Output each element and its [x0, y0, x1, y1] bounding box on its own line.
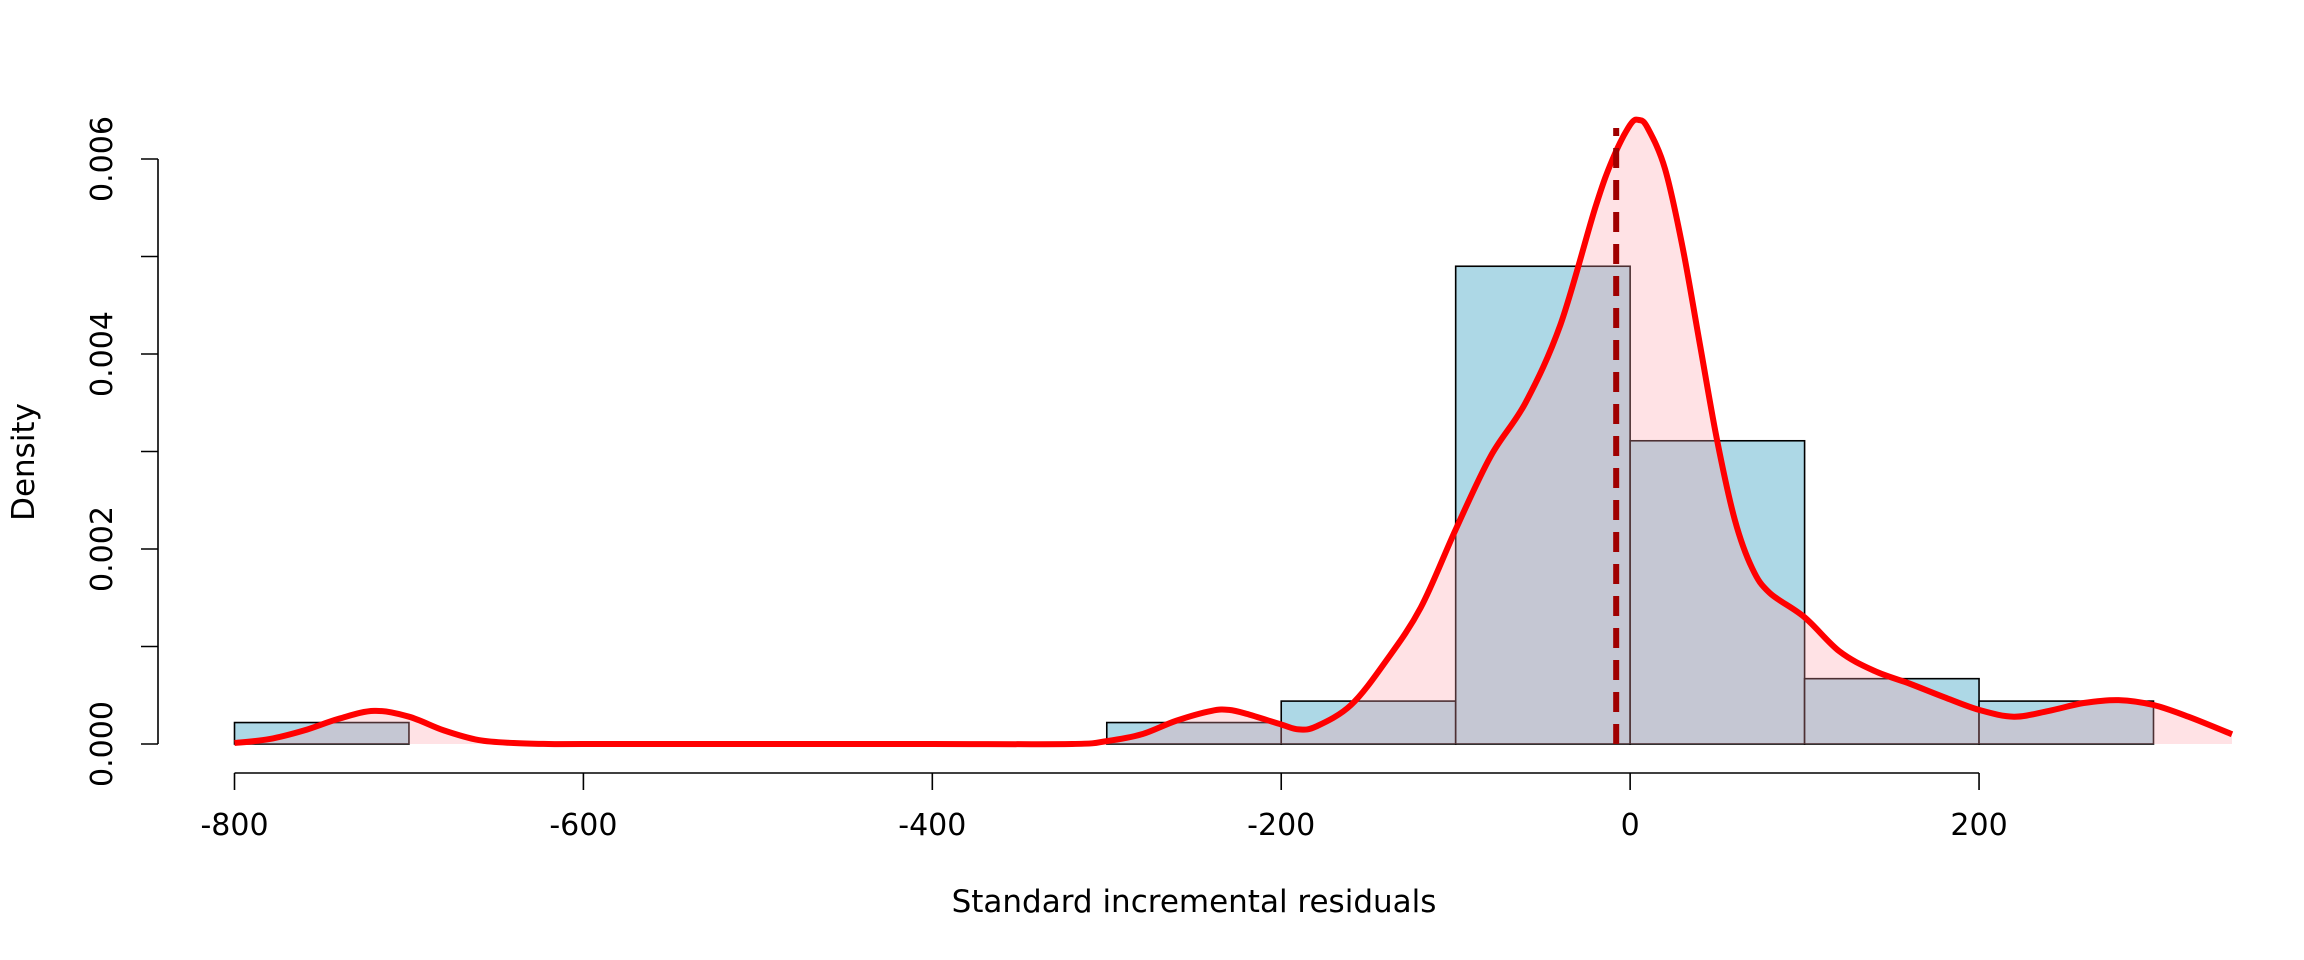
y-axis-title: Density [6, 403, 42, 521]
y-tick-label: 0.006 [85, 116, 120, 202]
density-area [234, 119, 2232, 745]
density-curve-layer [234, 116, 2234, 748]
density-line [234, 116, 2234, 748]
histogram-bar [1629, 439, 1806, 745]
x-tick-label: 0 [1621, 808, 1640, 843]
x-tick-label: -400 [898, 808, 966, 843]
x-tick-label: -800 [200, 808, 268, 843]
y-axis: 0.000 0.002 0.004 0.006 [85, 116, 159, 787]
y-tick-label: 0.004 [85, 311, 120, 397]
y-tick-label: 0.002 [85, 506, 120, 592]
x-tick-label: -200 [1247, 808, 1315, 843]
x-tick-label: -600 [549, 808, 617, 843]
x-tick-label: 200 [1950, 808, 2007, 843]
histogram-bar [1280, 700, 1457, 745]
x-axis-title: Standard incremental residuals [952, 884, 1437, 920]
y-tick-label: 0.000 [85, 701, 120, 787]
x-axis: -800 -600 -400 -200 0 200 [200, 772, 2008, 843]
